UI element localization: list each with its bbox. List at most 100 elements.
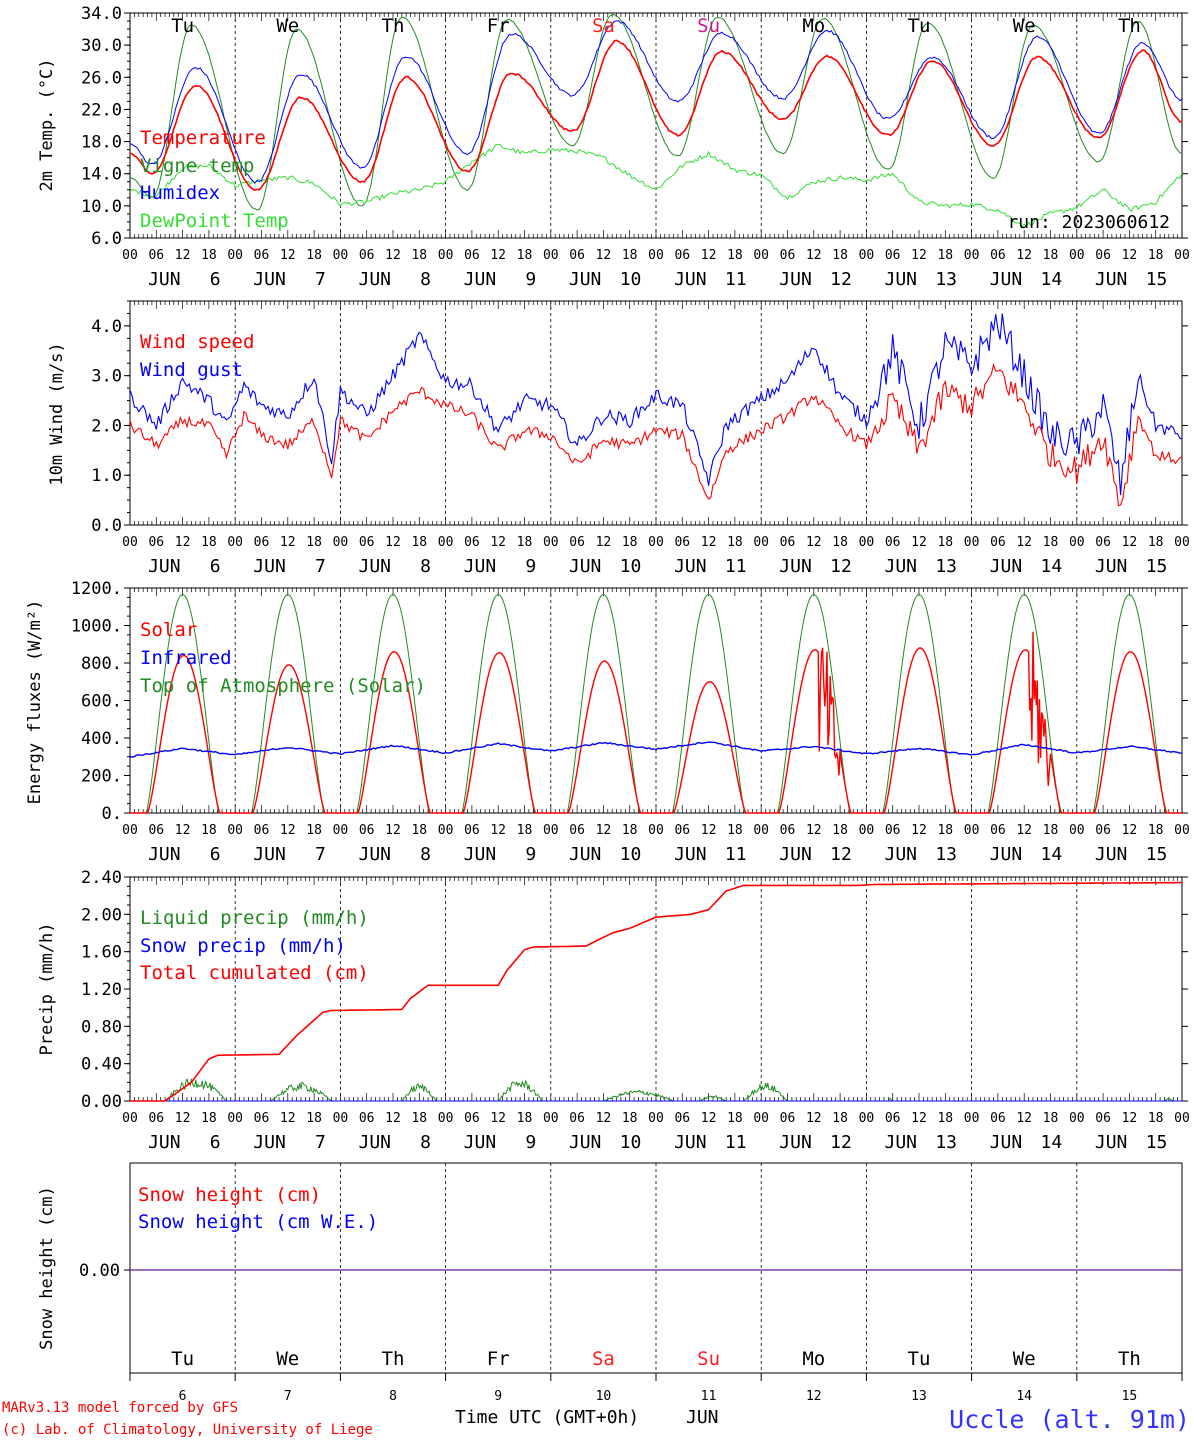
day-label: 13 <box>935 844 957 865</box>
hour-label: 12 <box>701 535 717 550</box>
snow-day-ticks <box>129 1373 1183 1381</box>
hour-label: 18 <box>832 248 848 263</box>
energy-x-axis: 00 06 12 18 00 06 12 18 00 06 12 18 00 06 12 18 00 06 12 18… <box>122 823 1190 865</box>
hour-label: 18 <box>1043 535 1059 550</box>
wind-x-axis: 00 06 12 18 00 06 12 18 00 06 12 18 00 06 12 18 00 06 12 18… <box>122 535 1190 577</box>
hour-label: 18 <box>306 248 322 263</box>
hour-label: 00 <box>1069 823 1085 838</box>
hour-label: 12 <box>701 823 717 838</box>
month-label: JUN <box>358 844 391 865</box>
hour-label: 18 <box>517 535 533 550</box>
hour-label: 18 <box>517 1111 533 1126</box>
hour-label: 06 <box>674 1111 690 1126</box>
y-tick-label: 22.0 <box>81 100 122 120</box>
hour-label: 06 <box>148 535 164 550</box>
y-tick-label: 3.0 <box>91 367 122 387</box>
energy-y-axis-label: Energy fluxes (W/m²) <box>25 600 45 805</box>
day-label: 9 <box>525 556 536 577</box>
hour-label: 18 <box>201 1111 217 1126</box>
day-label: 7 <box>315 269 326 290</box>
hour-label: 00 <box>227 823 243 838</box>
hour-label: 00 <box>753 1111 769 1126</box>
hour-label: 12 <box>806 1111 822 1126</box>
hour-label: 00 <box>753 823 769 838</box>
month-label: JUN <box>358 556 391 577</box>
station-label: Uccle (alt. 91m) <box>949 1405 1190 1434</box>
hour-label: 00 <box>753 535 769 550</box>
series-total-cumulated <box>130 881 1182 1102</box>
hour-label: 06 <box>464 248 480 263</box>
hour-label: 12 <box>911 823 927 838</box>
day-label: 12 <box>830 556 852 577</box>
legend-liquid-precip: Liquid precip (mm/h) <box>140 907 369 929</box>
y-tick-label: 1000. <box>71 617 122 637</box>
day-number-label: 6 <box>179 1389 187 1404</box>
wind-hour-ticks <box>129 301 1183 525</box>
series-wind-gust <box>129 313 1183 496</box>
day-label: 12 <box>830 1132 852 1153</box>
hour-label: 06 <box>148 1111 164 1126</box>
hour-label: 00 <box>648 248 664 263</box>
weekday-top-label: We <box>1013 15 1036 37</box>
day-label: 6 <box>210 844 221 865</box>
hour-label: 12 <box>490 1111 506 1126</box>
day-label: 14 <box>1041 269 1063 290</box>
weekday-labels-bottom: Tu 6 We 7 Th 8 Fr 9 Sa 10 Su 11 Mo 12 Tu 13 We 14 Th 15 <box>171 1348 1141 1404</box>
day-label: 6 <box>210 1132 221 1153</box>
hour-label: 00 <box>964 535 980 550</box>
hour-label: 18 <box>832 535 848 550</box>
hour-label: 06 <box>780 248 796 263</box>
hour-label: 00 <box>1069 248 1085 263</box>
x-axis-label: Time UTC (GMT+0h) <box>455 1407 639 1428</box>
y-tick-label: 0.80 <box>81 1017 122 1037</box>
day-label: 7 <box>315 556 326 577</box>
temperature-y-ticks: 6.0 10.0 14.0 18.0 22.0 26.0 30.0 34.0 <box>81 4 1188 249</box>
hour-label: 00 <box>543 823 559 838</box>
month-label: JUN <box>148 556 181 577</box>
hour-label: 00 <box>333 1111 349 1126</box>
wind-y-axis-label: 10m Wind (m/s) <box>47 342 67 485</box>
weekday-bottom-label: Tu <box>908 1348 931 1370</box>
month-label: JUN <box>358 269 391 290</box>
precip-legend: Liquid precip (mm/h) Snow precip (mm/h) … <box>140 907 369 984</box>
legend-snow-precip: Snow precip (mm/h) <box>140 935 346 957</box>
hour-label: 00 <box>333 535 349 550</box>
day-label: 13 <box>935 269 957 290</box>
credit-line-1: MARv3.13 model forced by GFS <box>2 1400 238 1416</box>
hour-label: 18 <box>306 823 322 838</box>
y-tick-label: 1.20 <box>81 980 122 1000</box>
precip-day-separators <box>234 877 1078 1101</box>
day-number-label: 10 <box>596 1389 612 1404</box>
hour-label: 12 <box>175 1111 191 1126</box>
hour-label: 00 <box>438 248 454 263</box>
weekday-bottom-label: Sa <box>592 1348 615 1370</box>
day-label: 8 <box>420 1132 431 1153</box>
hour-label: 12 <box>1122 535 1138 550</box>
month-label: JUN <box>1095 1132 1128 1153</box>
hour-label: 00 <box>122 535 138 550</box>
temperature-panel: 6.0 10.0 14.0 18.0 22.0 26.0 30.0 34.0 Tu We Th Fr… <box>37 4 1190 290</box>
hour-label: 18 <box>832 823 848 838</box>
hour-label: 12 <box>701 1111 717 1126</box>
hour-label: 00 <box>964 248 980 263</box>
weekday-top-label: Tu <box>171 15 194 37</box>
temperature-legend: Temperature Vigne temp Humidex DewPoint … <box>140 127 289 232</box>
month-label: JUN <box>464 1132 497 1153</box>
snow-legend: Snow height (cm) Snow height (cm W.E.) <box>138 1184 378 1233</box>
day-label: 10 <box>620 556 642 577</box>
hour-label: 12 <box>175 248 191 263</box>
weekday-top-label: Th <box>1118 15 1141 37</box>
day-label: 12 <box>830 844 852 865</box>
hour-label: 12 <box>490 823 506 838</box>
hour-label: 06 <box>674 823 690 838</box>
hour-label: 12 <box>280 248 296 263</box>
month-label: JUN <box>990 844 1023 865</box>
snow-day-separators <box>234 1163 1078 1373</box>
temperature-day-separators <box>234 13 1078 238</box>
hour-label: 00 <box>859 535 875 550</box>
hour-label: 12 <box>1122 823 1138 838</box>
legend-total-cumulated: Total cumulated (cm) <box>140 962 369 984</box>
hour-label: 06 <box>885 535 901 550</box>
hour-label: 00 <box>227 248 243 263</box>
hour-label: 12 <box>385 823 401 838</box>
